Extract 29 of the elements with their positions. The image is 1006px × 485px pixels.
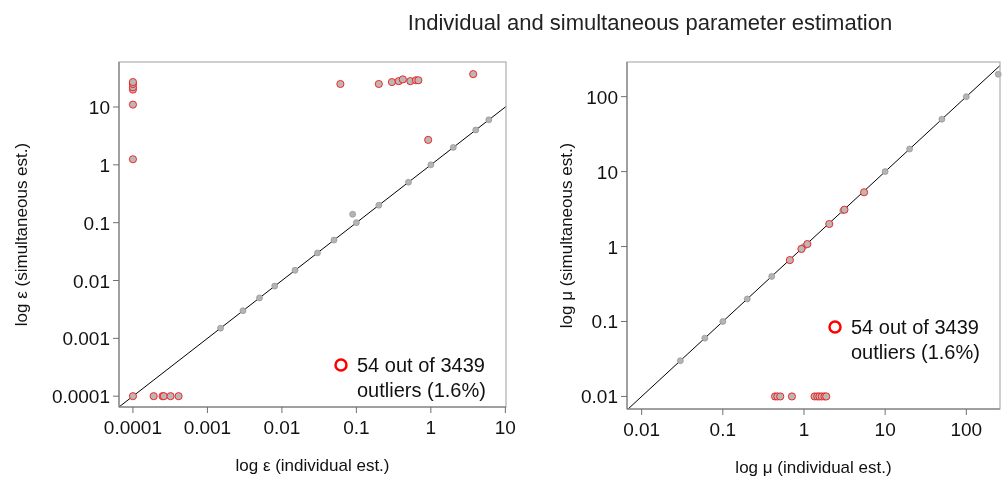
legend-label: 54 out of 3439 outliers (1.6%): [357, 354, 486, 401]
y-tick-label: 0.1: [83, 212, 110, 234]
y-axis-title: log μ (simultaneous est.): [557, 142, 576, 329]
x-tick-label: 0.001: [183, 417, 232, 438]
y-tick-label: 1: [99, 154, 110, 176]
x-tick-label: 1: [425, 417, 437, 438]
y-tick-label: 0.01: [581, 386, 618, 408]
y-axis-title: log ε (simultaneous est.): [12, 142, 31, 327]
y-tick-label: 1: [607, 236, 618, 258]
y-tick-label: 0.1: [591, 311, 618, 333]
y-tick-label: 0.001: [62, 328, 110, 350]
x-tick-label: 0.1: [709, 419, 737, 440]
y-tick-label: 100: [586, 86, 618, 108]
x-tick-label: 0.0001: [103, 417, 162, 438]
chart-title: Individual and simultaneous parameter estimation: [407, 10, 893, 35]
x-tick-label: 100: [950, 419, 983, 440]
x-axis-title: log μ (individual est.): [735, 458, 892, 477]
x-tick-label: 0.1: [343, 417, 370, 438]
y-tick-label: 0.01: [73, 270, 110, 292]
y-tick-label: 0.0001: [51, 386, 110, 408]
x-tick-label: 1: [798, 419, 810, 440]
x-tick-label: 10: [494, 417, 516, 438]
x-tick-label: 0.01: [263, 417, 301, 438]
y-tick-label: 10: [596, 161, 618, 183]
x-tick-label: 10: [874, 419, 896, 440]
x-axis-title: log ε (individual est.): [235, 456, 390, 475]
legend-label: 54 out of 3439 outliers (1.6%): [851, 316, 980, 363]
x-tick-label: 0.01: [623, 419, 661, 440]
y-tick-label: 10: [88, 97, 110, 118]
